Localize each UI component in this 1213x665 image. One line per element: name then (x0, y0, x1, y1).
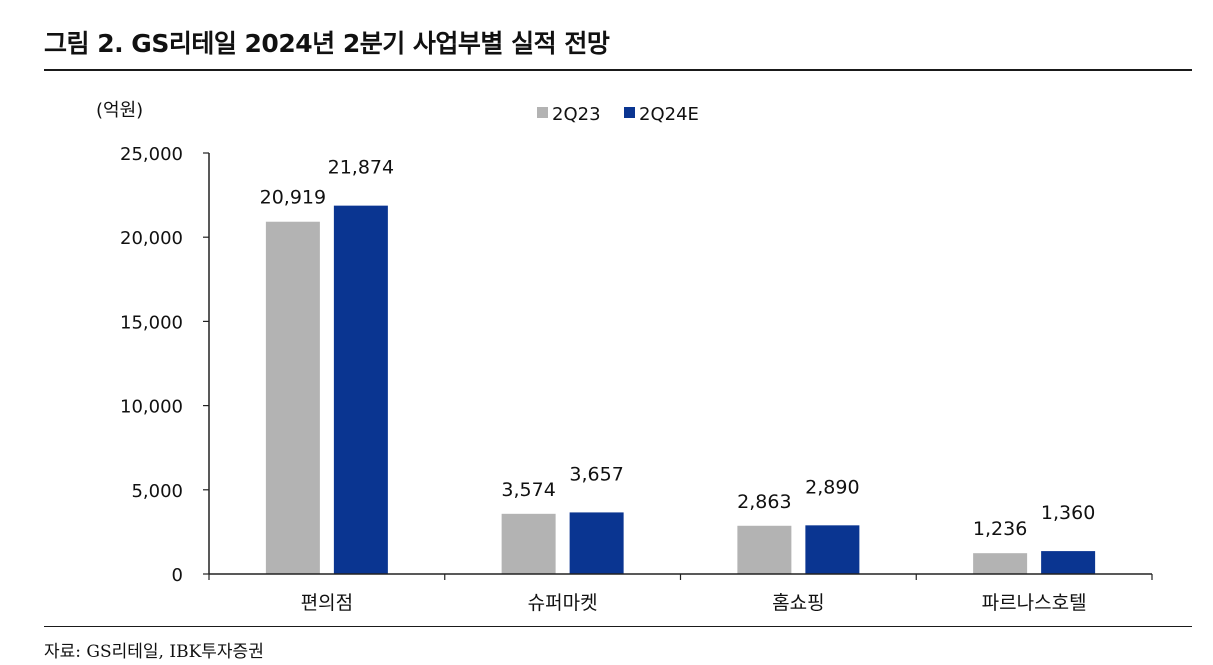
x-category-label: 파르나스호텔 (982, 592, 1087, 614)
y-tick-label: 20,000 (120, 228, 183, 249)
source-note: 자료: GS리테일, IBK투자증권 (44, 642, 264, 662)
bar-2q23 (501, 513, 556, 574)
bar-value-label: 2,863 (737, 491, 791, 513)
y-axis-ticks: 0 5,000 10,000 15,000 20,000 25,000 (120, 144, 209, 586)
figure-title: 그림 2. GS리테일 2024년 2분기 사업부별 실적 전망 (44, 29, 610, 58)
bar-value-label: 21,874 (328, 157, 394, 179)
bar-value-label: 1,360 (1041, 502, 1095, 524)
y-axis-unit-label: (억원) (96, 100, 143, 121)
legend-label-2q23: 2Q23 (552, 104, 601, 125)
y-tick-label: 10,000 (120, 397, 183, 418)
x-axis-ticks: 편의점 슈퍼마켓 홈쇼핑 파르나스호텔 (208, 574, 1153, 614)
bar-2q24e (1041, 551, 1096, 574)
x-category-label: 편의점 (301, 592, 353, 614)
bar-value-label: 3,574 (501, 479, 555, 501)
bar-2q23 (265, 221, 320, 574)
bar-value-label: 2,890 (805, 476, 859, 498)
bar-2q24e (333, 205, 388, 574)
legend-swatch-2q24e (624, 107, 635, 118)
bar-marks (265, 205, 1096, 574)
top-divider (44, 69, 1192, 71)
y-tick-label: 15,000 (120, 312, 183, 333)
bar-2q24e (569, 512, 624, 574)
bar-value-label: 20,919 (260, 187, 326, 209)
bar-2q23 (973, 553, 1028, 574)
bottom-divider (44, 626, 1192, 627)
legend: 2Q23 2Q24E (537, 104, 699, 125)
bar-value-label: 1,236 (973, 518, 1027, 540)
y-tick-label: 25,000 (120, 144, 183, 165)
y-tick-label: 0 (172, 565, 183, 586)
bar-value-label: 3,657 (569, 463, 623, 485)
x-category-label: 홈쇼핑 (772, 592, 824, 614)
legend-swatch-2q23 (537, 107, 548, 118)
x-category-label: 슈퍼마켓 (528, 592, 598, 614)
bar-2q24e (805, 525, 860, 574)
bar-2q23 (737, 525, 792, 574)
y-tick-label: 5,000 (131, 481, 183, 502)
legend-label-2q24e: 2Q24E (639, 104, 699, 125)
